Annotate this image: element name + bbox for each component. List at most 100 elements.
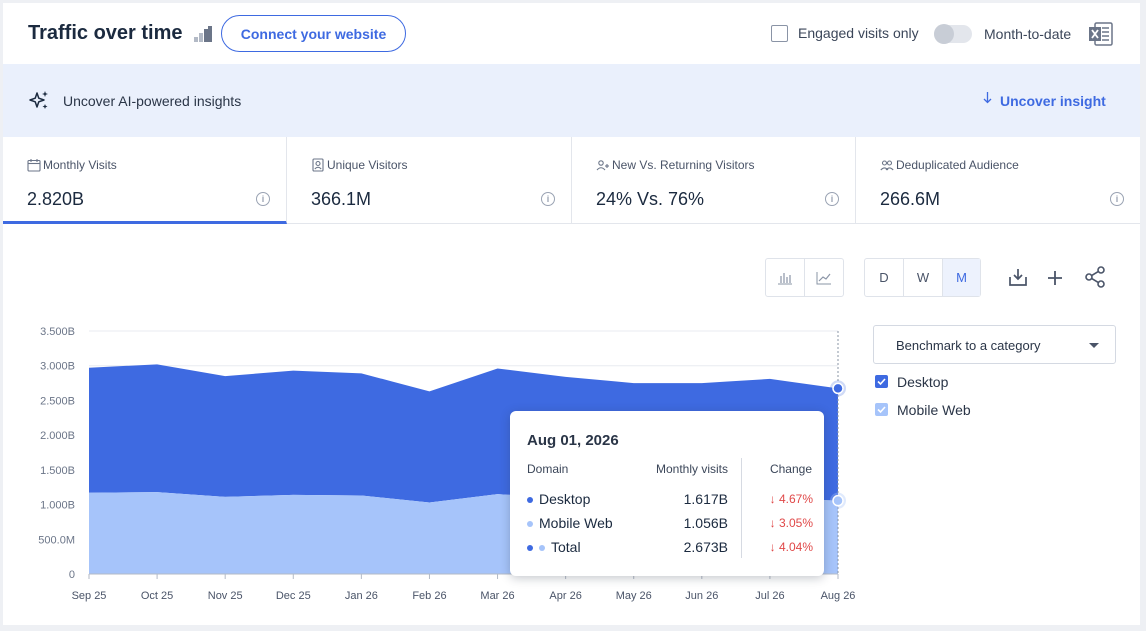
x-tick-label: Mar 26 — [480, 590, 514, 602]
chart-type-toggle — [765, 258, 844, 297]
user-badge-icon — [312, 158, 324, 172]
tooltip-row-value: 1.617B — [683, 491, 728, 507]
download-icon[interactable] — [1008, 267, 1028, 287]
granularity-toggle: D W M — [864, 258, 981, 297]
uncover-insight-link[interactable]: Uncover insight — [1000, 93, 1106, 109]
engaged-visits-label: Engaged visits only — [798, 25, 919, 41]
tooltip-row-value: 1.056B — [683, 515, 728, 531]
x-tick-label: Apr 26 — [549, 590, 581, 602]
y-tick-label: 0 — [69, 569, 75, 581]
tooltip-row-name: Desktop — [539, 491, 591, 507]
x-tick-label: Jun 26 — [685, 590, 718, 602]
info-icon[interactable]: i — [256, 192, 270, 206]
checkbox-checked-icon[interactable] — [875, 403, 888, 416]
tooltip-row-mobile-web: Mobile Web 1.056B ↓ 3.05% — [510, 515, 824, 533]
x-tick-label: Feb 26 — [412, 590, 446, 602]
change-value: 4.04% — [778, 540, 813, 554]
series-dot — [527, 545, 533, 551]
change-value: 4.67% — [778, 492, 813, 506]
x-tick-label: Sep 25 — [72, 590, 107, 602]
change-value: 3.05% — [778, 516, 813, 530]
bar-chart-icon — [777, 272, 792, 284]
x-tick-label: Jul 26 — [755, 590, 784, 602]
x-tick-label: Nov 25 — [208, 590, 243, 602]
tooltip-row-total: Total 2.673B ↓ 4.04% — [510, 539, 824, 557]
calendar-icon — [27, 159, 41, 172]
metric-label: Deduplicated Audience — [896, 158, 1019, 172]
info-icon[interactable]: i — [1110, 192, 1124, 206]
chevron-down-icon — [1089, 343, 1099, 348]
share-icon[interactable] — [1084, 266, 1106, 288]
metric-deduplicated-audience[interactable]: Deduplicated Audience 266.6M i — [856, 137, 1140, 224]
granularity-day-button[interactable]: D — [865, 259, 904, 296]
metric-unique-visitors[interactable]: Unique Visitors 366.1M i — [287, 137, 572, 224]
arrow-down-icon: ↓ — [769, 540, 779, 554]
legend-label: Desktop — [897, 374, 949, 390]
month-to-date-toggle[interactable] — [934, 24, 972, 44]
y-tick-label: 2.500B — [40, 395, 75, 407]
granularity-month-button[interactable]: M — [943, 259, 980, 296]
connect-website-button[interactable]: Connect your website — [221, 15, 406, 52]
y-tick-label: 3.000B — [40, 361, 75, 373]
metric-value: 2.820B — [27, 189, 85, 209]
x-tick-label: Oct 25 — [141, 590, 173, 602]
metric-value: 266.6M — [880, 189, 941, 209]
card-header: Traffic over time Connect your website E… — [3, 3, 1140, 64]
rank-bars-icon — [194, 26, 212, 42]
metric-new-vs-returning[interactable]: New Vs. Returning Visitors 24% Vs. 76% i — [572, 137, 856, 224]
add-icon[interactable] — [1046, 269, 1064, 287]
engaged-visits-checkbox[interactable] — [771, 25, 788, 42]
bar-chart-button[interactable] — [766, 259, 805, 296]
granularity-week-button[interactable]: W — [904, 259, 943, 296]
legend-label: Mobile Web — [897, 402, 971, 418]
ai-insight-bar: Uncover AI-powered insights Uncover insi… — [3, 64, 1140, 137]
x-tick-label: Dec 25 — [276, 590, 311, 602]
info-icon[interactable]: i — [825, 192, 839, 206]
tooltip-col-visits: Monthly visits — [655, 462, 728, 476]
arrow-down-icon: ↓ — [769, 516, 779, 530]
metrics-row: Monthly Visits 2.820B i Unique Visitors … — [3, 137, 1140, 224]
checkbox-checked-icon[interactable] — [875, 375, 888, 388]
month-to-date-label: Month-to-date — [984, 26, 1072, 42]
tooltip-divider — [741, 458, 742, 558]
series-dot — [527, 497, 533, 503]
card-title: Traffic over time — [28, 22, 183, 44]
series-dot — [539, 545, 545, 551]
metric-value: 366.1M — [311, 189, 372, 209]
x-tick-label: Aug 26 — [821, 590, 856, 602]
info-icon[interactable]: i — [541, 192, 555, 206]
tooltip-row-name: Total — [551, 539, 581, 555]
tooltip-row-desktop: Desktop 1.617B ↓ 4.67% — [510, 491, 824, 509]
tooltip-col-change: Change — [769, 462, 812, 476]
y-tick-label: 3.500B — [40, 326, 75, 338]
y-tick-label: 1.000B — [40, 500, 75, 512]
tooltip-row-value: 2.673B — [683, 539, 728, 555]
tooltip-date: Aug 01, 2026 — [527, 432, 619, 449]
y-tick-label: 2.000B — [40, 430, 75, 442]
x-tick-label: May 26 — [616, 590, 652, 602]
arrow-down-icon: ↓ — [769, 492, 779, 506]
line-chart-icon — [816, 271, 831, 284]
line-chart-button[interactable] — [805, 259, 844, 296]
users-icon — [880, 160, 894, 171]
traffic-card: Traffic over time Connect your website E… — [3, 3, 1140, 625]
x-tick-label: Jan 26 — [345, 590, 378, 602]
arrow-down-icon — [983, 92, 992, 104]
metric-label: Monthly Visits — [43, 158, 117, 172]
tooltip-row-change: ↓ 4.04% — [770, 540, 813, 554]
y-tick-label: 500.0M — [38, 534, 75, 546]
metric-monthly-visits[interactable]: Monthly Visits 2.820B i — [3, 137, 287, 224]
tooltip-row-change: ↓ 3.05% — [770, 516, 813, 530]
y-tick-label: 1.500B — [40, 465, 75, 477]
desktop-hover-point — [832, 382, 844, 395]
toggle-knob — [934, 24, 954, 44]
insight-text: Uncover AI-powered insights — [63, 93, 242, 109]
series-dot — [527, 521, 533, 527]
excel-export-icon[interactable] — [1088, 22, 1113, 46]
chart-tooltip: Aug 01, 2026 Domain Monthly visits Chang… — [510, 411, 824, 576]
tooltip-row-change: ↓ 4.67% — [770, 492, 813, 506]
benchmark-label: Benchmark to a category — [896, 338, 1041, 353]
user-plus-icon — [596, 160, 609, 171]
benchmark-dropdown[interactable]: Benchmark to a category — [873, 325, 1116, 364]
tooltip-col-domain: Domain — [527, 462, 569, 476]
